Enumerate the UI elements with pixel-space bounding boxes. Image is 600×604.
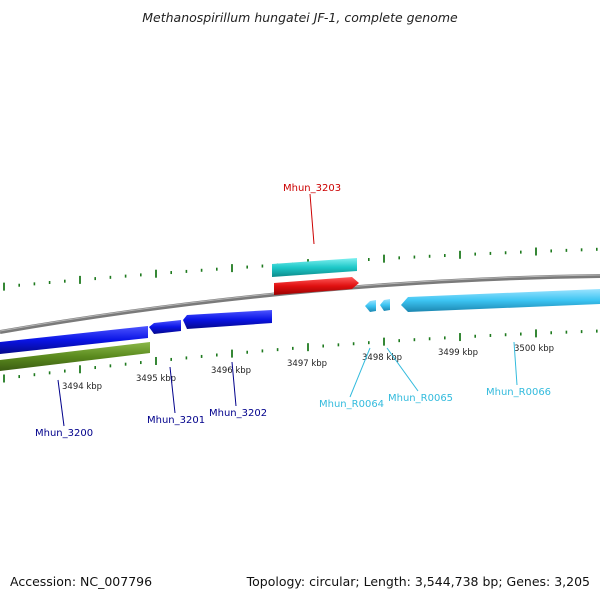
gene-label-mhun-3200[interactable]: Mhun_3200 [35,428,93,439]
callout-line-mhun-3202 [231,361,237,407]
scale-labels: 3494 kbp 3495 kbp 3496 kbp 3497 kbp 3498… [62,344,554,392]
gene-mhun-3200-arrow[interactable] [0,326,148,354]
gene-mhun-r0064-arrow[interactable] [365,300,376,312]
gene-label-mhun-3201[interactable]: Mhun_3201 [147,415,205,426]
gene-mhun-3201-arrow[interactable] [149,320,181,334]
scale-label-3500: 3500 kbp [514,344,554,354]
gene-label-mhun-r0064[interactable]: Mhun_R0064 [319,399,384,410]
gene-label-mhun-3202[interactable]: Mhun_3202 [209,408,267,419]
inner-tick-ring [3,329,598,383]
gene-callout-lines [57,193,518,427]
scale-label-3497: 3497 kbp [287,359,327,369]
genome-title: Methanospirillum hungatei JF-1, complete… [142,10,458,25]
callout-line-mhun-r0064 [349,347,371,398]
scale-label-3496: 3496 kbp [211,366,251,376]
callout-line-mhun-r0066 [513,341,518,386]
gene-mhun-3202-arrow[interactable] [183,310,272,329]
gene-labels: Mhun_3203 Mhun_3200 Mhun_3201 Mhun_3202 … [35,183,551,439]
topology-text: Topology: circular; Length: 3,544,738 bp… [246,574,590,589]
gene-olive-arrow[interactable] [0,342,150,371]
accession-text: Accession: NC_007796 [10,574,153,589]
scale-label-3494: 3494 kbp [62,382,102,392]
gene-label-mhun-r0065[interactable]: Mhun_R0065 [388,393,453,404]
callout-line-mhun-3201 [169,366,176,414]
callout-line-mhun-r0065 [386,347,419,392]
callout-line-mhun-3203 [309,193,315,245]
gene-label-mhun-r0066[interactable]: Mhun_R0066 [486,387,551,398]
scale-label-3498: 3498 kbp [362,353,402,363]
gene-mhun-3203-cyan-arrow[interactable] [272,258,357,277]
gene-mhun-r0065-arrow[interactable] [380,299,390,311]
callout-line-mhun-3200 [57,379,65,427]
gene-mhun-3203-red-arrow[interactable] [274,277,359,295]
gene-mhun-r0066-arrow[interactable] [401,289,600,312]
scale-label-3499: 3499 kbp [438,348,478,358]
scale-label-3495: 3495 kbp [136,374,176,384]
gene-label-mhun-3203[interactable]: Mhun_3203 [283,183,341,194]
